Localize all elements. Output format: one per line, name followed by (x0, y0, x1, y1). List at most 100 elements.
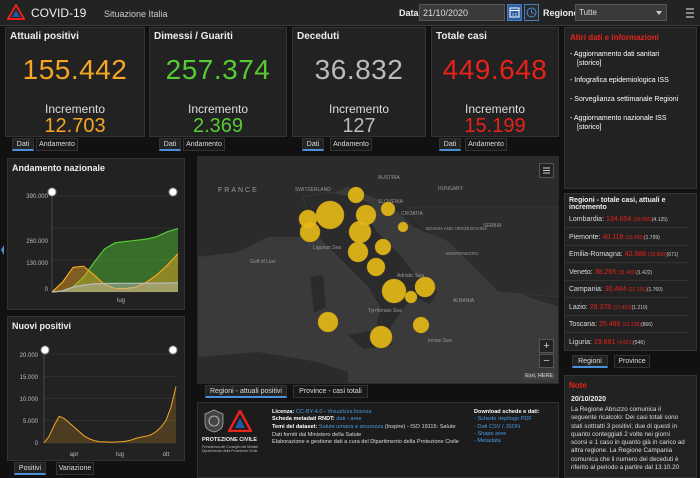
kpi-attuali-positivi: Attuali positivi 155.442 Incremento 12.7… (5, 27, 145, 137)
series-line (51, 282, 179, 293)
region-total: 38.265 (594, 268, 617, 276)
chart-title: Nuovi positivi (12, 321, 72, 331)
kpi-value: 36.832 (314, 54, 404, 85)
series-line (51, 253, 179, 293)
zoom-out-button[interactable]: − (539, 354, 554, 368)
region-row[interactable]: Campania: 30.484 (21.101)(1.760) (565, 281, 689, 298)
footer-metadata: Licenza: CC-BY-4.0 - Visualizza licenza … (272, 409, 472, 446)
region-select[interactable]: Tutte (575, 4, 667, 21)
scheda-label: Scheda metadati RNDT: (272, 416, 335, 423)
licenza-link[interactable]: Visualizza licenza (327, 409, 372, 415)
note-panel: Note 20/10/2020 La Regione Abruzzo comun… (564, 375, 697, 478)
footer-panel: PROTEZIONE CIVILE Presidenza del Consigl… (197, 402, 559, 478)
map-bubble (397, 221, 409, 233)
map-bubble (380, 201, 396, 217)
map-bubble (299, 221, 321, 243)
region-increment: (671) (666, 252, 679, 258)
time-slider-button[interactable] (524, 4, 539, 21)
temi-label: Temi del dataset: (272, 423, 318, 430)
map-bubble (347, 186, 365, 204)
tab-province[interactable]: Province (614, 355, 650, 368)
y-tick-label: 260.000 (26, 239, 48, 245)
region-row[interactable]: Piemonte: 40.118 (13.435)(1.799) (565, 229, 689, 246)
range-handle-right[interactable] (168, 345, 178, 355)
region-attuali: (21.101) (628, 287, 647, 293)
scheda-dati-link[interactable]: dati (336, 416, 346, 423)
map-label: CROATIA (401, 211, 424, 217)
list-icon (543, 167, 550, 174)
kpi-title: Attuali positivi (10, 31, 79, 42)
regions-panel: Regioni - totale casi, attuali e increme… (564, 193, 697, 351)
calendar-button[interactable] (507, 4, 522, 21)
layer-list-button[interactable] (539, 163, 554, 178)
y-tick-label: 390.000 (26, 194, 48, 200)
link-storico-iss[interactable]: [storico] (577, 124, 602, 131)
download-csv-link[interactable]: - Dati CSV / JSON (474, 423, 521, 430)
range-handle-right[interactable] (168, 187, 178, 197)
x-tick-label: ott (163, 452, 170, 458)
andamento-nazionale-panel: Andamento nazionale 390.000 260.000 130.… (7, 158, 185, 310)
map-panel[interactable]: FRANCE SWITZERLAND AUSTRIA HUNGARY SLOVE… (197, 156, 559, 384)
region-row[interactable]: Liguria: 19.891 (4.621)(546) (565, 334, 689, 351)
map-label: Ionian Sea (428, 338, 452, 344)
region-total: 19.891 (593, 338, 616, 346)
download-shape-link[interactable]: - Shape aree (474, 430, 507, 437)
zoom-in-button[interactable]: + (539, 339, 554, 353)
region-row[interactable]: Emilia-Romagna: 42.588 (10.800)(671) (565, 246, 689, 263)
italy-map[interactable]: FRANCE SWITZERLAND AUSTRIA HUNGARY SLOVE… (198, 157, 559, 384)
y-tick-label: 15.000 (20, 375, 39, 381)
link-storico[interactable]: [storico] (577, 60, 602, 67)
link-infografica-iss[interactable]: - Infografica epidemiologica ISS (570, 77, 669, 84)
x-tick-label: apr (70, 452, 79, 458)
download-pdf-link[interactable]: - Schede riepilogo PDF (474, 416, 532, 423)
region-attuali: (13.435) (625, 234, 644, 241)
tab-dati[interactable]: Dati (12, 138, 34, 151)
scheda-aree-link[interactable]: aree (350, 416, 362, 423)
map-label: SLOVENIA (378, 199, 404, 205)
tab-variazione[interactable]: Variazione (56, 462, 94, 475)
licenza-value[interactable]: CC-BY-4.0 (295, 409, 323, 415)
tab-dati[interactable]: Dati (159, 138, 181, 151)
download-metadata-link[interactable]: - Metadata (474, 438, 501, 445)
region-row[interactable]: Lazio: 28.378 (17.403)(1.219) (565, 299, 689, 316)
region-total: 42.588 (624, 251, 647, 258)
region-increment: (546) (633, 339, 645, 346)
note-text: La Regione Abruzzo comunica il seguente … (571, 406, 685, 472)
tab-province-casi[interactable]: Province - casi totali (293, 385, 368, 398)
tab-andamento[interactable]: Andamento (465, 138, 507, 151)
tab-andamento[interactable]: Andamento (330, 138, 372, 151)
map-bubble (381, 278, 407, 304)
region-total: 134.604 (605, 216, 632, 223)
kpi-increment-label: Incremento (328, 102, 390, 116)
map-attribution: Esri, HERE (523, 373, 555, 379)
tab-regioni-attuali[interactable]: Regioni - attuali positivi (205, 385, 287, 398)
range-handle-left[interactable] (47, 187, 57, 197)
region-attuali: (11.433) (618, 269, 637, 276)
menu-icon[interactable] (684, 6, 696, 20)
protezione-civile-triangle-icon (228, 410, 252, 432)
tab-regioni[interactable]: Regioni (572, 355, 608, 368)
temi-link[interactable]: Salute umana e sicurezza (318, 423, 384, 430)
tab-dati[interactable]: Dati (439, 138, 461, 151)
map-bubble (348, 220, 372, 244)
region-attuali: (10.800) (648, 252, 667, 258)
tab-dati[interactable]: Dati (302, 138, 324, 151)
date-input[interactable]: 21/10/2020 (419, 4, 505, 21)
nuovi-positivi-tabs: Positivi Variazione (14, 462, 114, 475)
left-drawer-arrow-icon[interactable] (0, 240, 5, 260)
region-row[interactable]: Lombardia: 134.604 (29.895)(4.125) (565, 211, 689, 228)
link-aggiornamento-iss[interactable]: - Aggiornamento nazionale ISS (570, 115, 667, 122)
tab-andamento[interactable]: Andamento (183, 138, 225, 151)
link-sorveglianza-regioni[interactable]: - Sorveglianza settimanale Regioni (570, 96, 679, 103)
app-subtitle: Situazione Italia (104, 9, 168, 19)
range-handle-left[interactable] (40, 345, 50, 355)
x-tick-label: lug (116, 452, 124, 458)
tab-andamento[interactable]: Andamento (36, 138, 78, 151)
link-aggiornamento-dati[interactable]: - Aggiornamento dati sanitari (570, 51, 660, 58)
region-row[interactable]: Toscana: 25.466 (12.239)(866) (565, 316, 689, 333)
fonte-text: Dati forniti dal Ministero della Salute (272, 431, 362, 438)
tab-positivi[interactable]: Positivi (14, 462, 46, 475)
kpi-title: Deceduti (297, 31, 340, 42)
map-label: SERBIA (483, 223, 502, 229)
region-row[interactable]: Veneto: 38.265 (11.433)(1.422) (565, 264, 689, 281)
